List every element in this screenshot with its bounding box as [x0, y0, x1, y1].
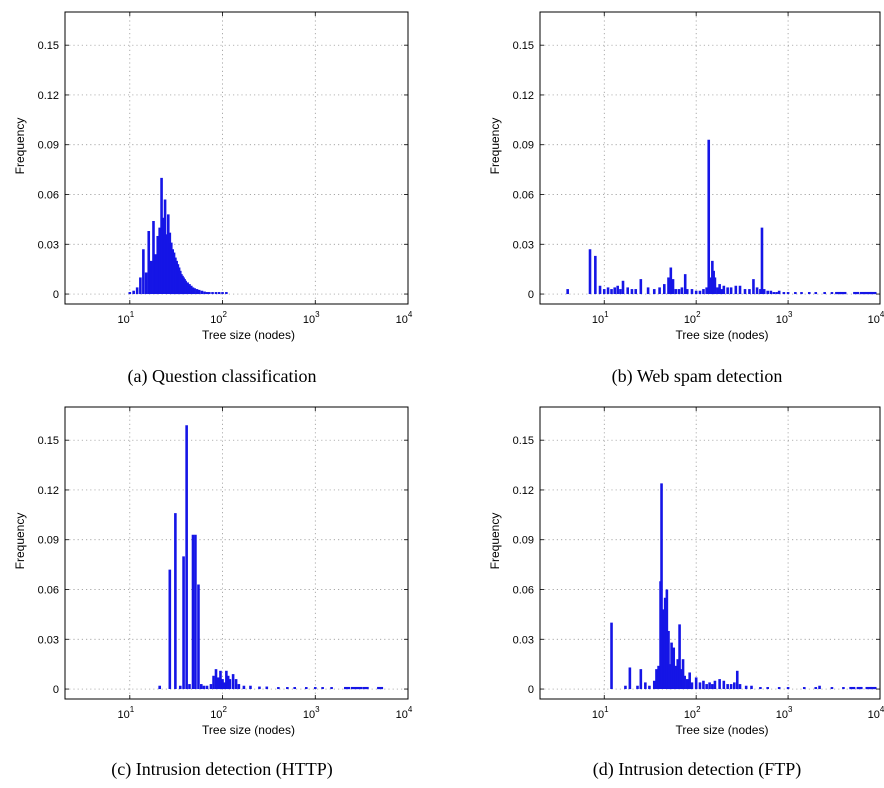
chart-c: 101 102 103 104 0 0.03 0.06 0.09 0.12 0.15 Tree si…: [13, 406, 413, 737]
y-tick-label: 0: [53, 684, 59, 696]
y-tick-label: 0: [528, 684, 534, 696]
chart-b: 101 102 103 104 0 0.03 0.06 0.09 0.12 0.15 Tree si…: [488, 11, 884, 342]
y-axis-label: Frequency: [488, 118, 502, 175]
y-tick-label: 0.06: [513, 190, 534, 202]
x-tick-label: 101: [117, 310, 134, 326]
y-tick-label: 0.12: [513, 485, 534, 497]
y-tick-label: 0.12: [38, 90, 59, 102]
x-tick-label: 101: [592, 705, 609, 721]
axes-frame: [539, 11, 881, 305]
axes-frame: [64, 406, 409, 700]
x-tick-label: 102: [684, 705, 701, 721]
y-tick-label: 0.09: [38, 535, 59, 547]
x-tick-label: 104: [396, 705, 413, 721]
x-tick-label: 103: [303, 310, 320, 326]
y-tick-label: 0.03: [513, 634, 534, 646]
axes-frame: [539, 406, 881, 700]
y-tick-label: 0.03: [38, 634, 59, 646]
y-tick-label: 0.06: [38, 190, 59, 202]
x-axis-label: Tree size (nodes): [676, 723, 769, 737]
y-tick-label: 0.06: [38, 585, 59, 597]
y-axis-label: Frequency: [13, 513, 27, 570]
x-axis-label: Tree size (nodes): [202, 328, 295, 342]
y-tick-label: 0.09: [38, 140, 59, 152]
caption-a: (a) Question classification: [127, 366, 317, 386]
x-tick-label: 103: [776, 310, 793, 326]
caption-d: (d) Intrusion detection (FTP): [592, 759, 802, 779]
x-tick-label: 101: [117, 705, 134, 721]
y-tick-label: 0: [528, 289, 534, 301]
y-tick-label: 0.03: [38, 239, 59, 251]
x-tick-label: 104: [868, 310, 884, 326]
x-axis-label: Tree size (nodes): [676, 328, 769, 342]
x-tick-label: 104: [396, 310, 413, 326]
y-tick-label: 0: [53, 289, 59, 301]
x-tick-label: 102: [210, 705, 227, 721]
x-tick-label: 104: [868, 705, 884, 721]
x-tick-label: 102: [684, 310, 701, 326]
y-tick-label: 0.15: [38, 40, 59, 52]
y-axis-label: Frequency: [488, 513, 502, 570]
y-tick-label: 0.12: [38, 485, 59, 497]
y-tick-label: 0.15: [513, 435, 534, 447]
y-tick-label: 0.09: [513, 535, 534, 547]
x-tick-label: 103: [776, 705, 793, 721]
y-axis-label: Frequency: [13, 118, 27, 175]
y-tick-label: 0.09: [513, 140, 534, 152]
x-axis-label: Tree size (nodes): [202, 723, 295, 737]
y-tick-label: 0.06: [513, 585, 534, 597]
y-tick-label: 0.03: [513, 239, 534, 251]
y-tick-label: 0.15: [38, 435, 59, 447]
caption-b: (b) Web spam detection: [611, 366, 783, 386]
x-tick-label: 102: [210, 310, 227, 326]
y-tick-label: 0.15: [513, 40, 534, 52]
axes-frame: [64, 11, 409, 305]
chart-a: 101 102 103 104 0 0.03 0.06 0.09 0.12 0.15 Tree si…: [13, 11, 413, 342]
x-tick-label: 101: [592, 310, 609, 326]
y-tick-label: 0.12: [513, 90, 534, 102]
x-tick-label: 103: [303, 705, 320, 721]
chart-d: 101 102 103 104 0 0.03 0.06 0.09 0.12 0.15 Tree si…: [488, 406, 884, 737]
caption-c: (c) Intrusion detection (HTTP): [111, 759, 333, 779]
